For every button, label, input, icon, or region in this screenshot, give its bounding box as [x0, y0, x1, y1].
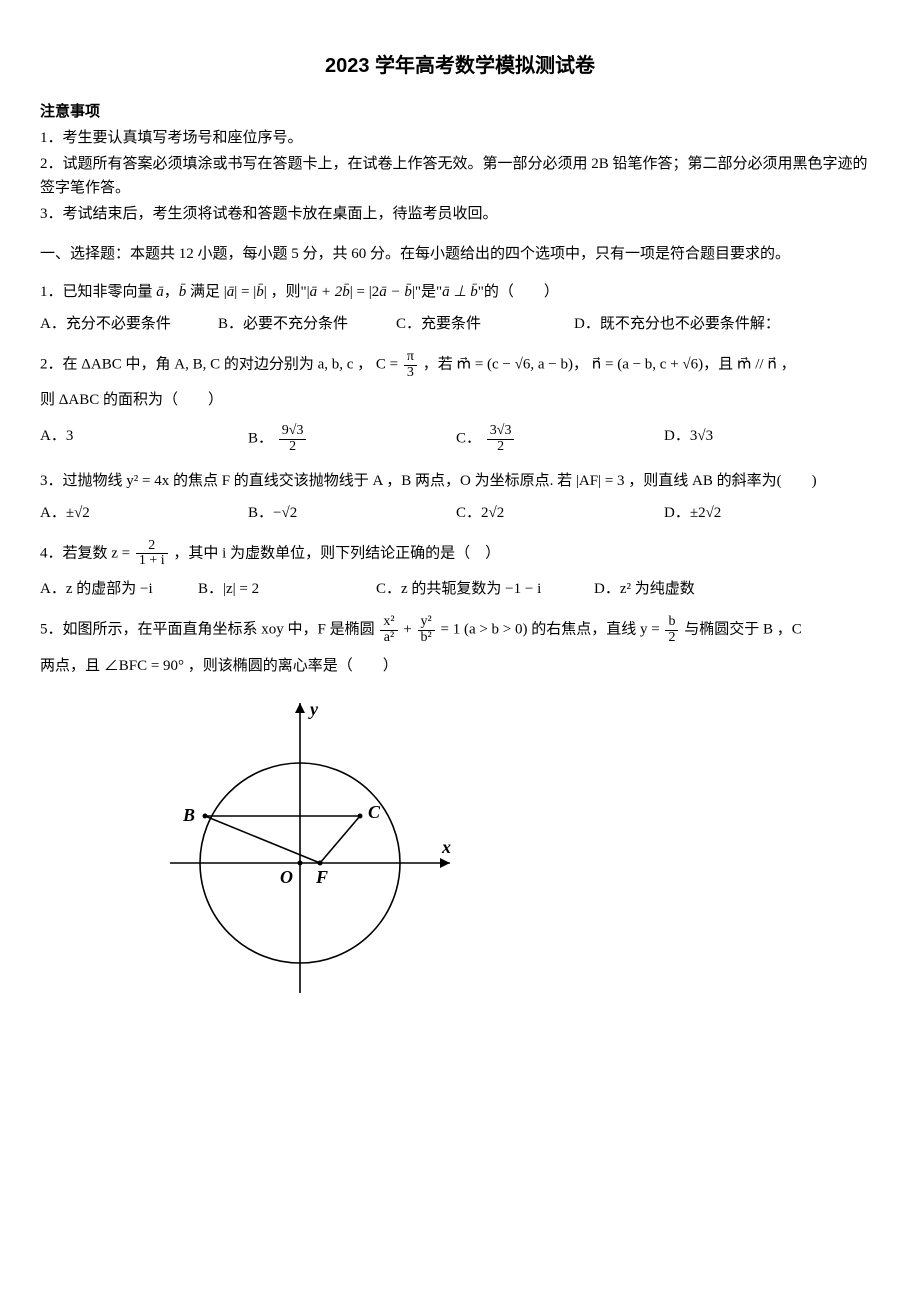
svg-text:F: F	[315, 867, 328, 887]
q2-frac-pi3: π 3	[404, 350, 417, 380]
q4-post: ，其中 i 为虚数单位，则下列结论正确的是（ ）	[173, 545, 500, 561]
q2-c-label: C．	[456, 431, 481, 447]
q4-num: 2	[136, 539, 168, 555]
q2-opt-d: D．3√3	[664, 424, 864, 454]
q1-t3: | = |	[234, 284, 256, 300]
svg-text:O: O	[280, 867, 293, 887]
q2-pi3-den: 3	[404, 366, 417, 381]
question-2: 2．在 ΔABC 中，角 A, B, C 的对边分别为 a, b, c ， C …	[40, 350, 880, 380]
q5-mid2: 与椭圆交于 B ，C	[684, 622, 802, 638]
question-1: 1．已知非零向量 ā，b̄ 满足 |ā| = |b̄| ，则"|ā + 2…	[40, 280, 880, 304]
q3-opt-b: B．−√2	[248, 501, 448, 525]
q2-line1-mid: ，若 m⃗ = (c − √6, a − b)， n⃗ = (a − b, c …	[423, 357, 796, 373]
q2-b-frac: 9√3 2	[279, 424, 307, 454]
q4-opt-d: D．z² 为纯虚数	[594, 577, 764, 601]
q5-t2-den: b²	[418, 631, 435, 646]
q5-mid1: = 1 (a > b > 0) 的右焦点，直线 y =	[440, 622, 663, 638]
q3-options: A．±√2 B．−√2 C．2√2 D．±2√2	[40, 501, 880, 525]
q4-frac: 2 1 + i	[136, 539, 168, 569]
q2-b-num: 9√3	[279, 424, 307, 440]
question-3: 3．过抛物线 y² = 4x 的焦点 F 的直线交该抛物线于 A ，B 两点，O…	[40, 469, 880, 493]
q2-pi3-num: π	[404, 350, 417, 366]
q2-opt-a: A．3	[40, 424, 240, 454]
notice-3: 3．考试结束后，考生须将试卷和答题卡放在桌面上，待监考员收回。	[40, 202, 880, 226]
q1-vec-b-4: b̄	[404, 284, 412, 300]
q3-opt-a: A．±√2	[40, 501, 240, 525]
q1-t5: | = |2	[350, 284, 379, 300]
q5-frac1: x² a²	[380, 615, 397, 645]
q1-opt-a: A．充分不必要条件	[40, 312, 210, 336]
q4-den: 1 + i	[136, 554, 168, 569]
q2-a-val: 3	[66, 428, 74, 444]
q5-frac2: y² b²	[418, 615, 435, 645]
svg-text:x: x	[441, 837, 451, 857]
q2-a-label: A．	[40, 428, 66, 444]
q3-opt-c: C．2√2	[456, 501, 656, 525]
q2-line1-pre: 2．在 ΔABC 中，角 A, B, C 的对边分别为 a, b, c ， C …	[40, 357, 402, 373]
q1-vec-b-3: b̄	[342, 284, 350, 300]
q2-d-label: D．	[664, 428, 690, 444]
ellipse-diagram: y x B C O F	[160, 688, 460, 1008]
question-4: 4．若复数 z = 2 1 + i ，其中 i 为虚数单位，则下列结论正确的是（…	[40, 539, 880, 569]
q1-vec-a-1: ā	[156, 284, 164, 300]
q4-pre: 4．若复数 z =	[40, 545, 134, 561]
q2-opt-c: C． 3√3 2	[456, 424, 656, 454]
page-title: 2023 学年高考数学模拟测试卷	[40, 50, 880, 82]
q5-plus: +	[403, 622, 415, 638]
q1-minus: −	[387, 284, 405, 300]
q1-sep-1: ，	[164, 284, 179, 300]
q1-vec-a-4: ā	[379, 284, 387, 300]
q5-frac-b2: b 2	[665, 615, 678, 645]
q1-vec-b-2: b̄	[256, 284, 264, 300]
notice-1: 1．考生要认真填写考场号和座位序号。	[40, 126, 880, 150]
q5-pre: 5．如图所示，在平面直角坐标系 xoy 中，F 是椭圆	[40, 622, 378, 638]
q2-line2: 则 ΔABC 的面积为（ ）	[40, 388, 880, 412]
question-5: 5．如图所示，在平面直角坐标系 xoy 中，F 是椭圆 x² a² + y² b…	[40, 615, 880, 645]
q5-half-num: b	[665, 615, 678, 631]
q4-opt-b: B．|z| = 2	[198, 577, 368, 601]
q2-d-val: 3√3	[690, 428, 713, 444]
q1-t2: 满足 |	[186, 284, 227, 300]
q2-c-num: 3√3	[487, 424, 515, 440]
q2-options: A．3 B． 9√3 2 C． 3√3 2 D．3√3	[40, 424, 880, 454]
q1-opt-b: B．必要不充分条件	[218, 312, 388, 336]
q4-opt-c: C．z 的共轭复数为 −1 − i	[376, 577, 586, 601]
q1-perp: ⊥	[450, 284, 471, 300]
q1-t4: | ，则"|	[264, 284, 310, 300]
q1-opt-c: C．充要条件	[396, 312, 566, 336]
q2-c-den: 2	[487, 440, 515, 455]
q1-vec-b-5: b̄	[470, 284, 478, 300]
notice-heading: 注意事项	[40, 100, 880, 124]
q1-t7: "的（ ）	[478, 284, 559, 300]
q1-opt-d: D．既不充分也不必要条件解：	[574, 312, 834, 336]
q2-c-frac: 3√3 2	[487, 424, 515, 454]
notice-2: 2．试题所有答案必须填涂或书写在答题卡上，在试卷上作答无效。第一部分必须用 2B…	[40, 152, 880, 200]
svg-text:B: B	[182, 805, 195, 825]
svg-text:y: y	[308, 699, 319, 719]
q5-half-den: 2	[665, 631, 678, 646]
q4-options: A．z 的虚部为 −i B．|z| = 2 C．z 的共轭复数为 −1 − i …	[40, 577, 880, 601]
q4-opt-a: A．z 的虚部为 −i	[40, 577, 190, 601]
q2-b-label: B．	[248, 431, 273, 447]
q1-vec-a-5: ā	[442, 284, 450, 300]
q3-opt-d: D．±2√2	[664, 501, 864, 525]
q1-options: A．充分不必要条件 B．必要不充分条件 C．充要条件 D．既不充分也不必要条件解…	[40, 312, 880, 336]
q1-text-pre: 1．已知非零向量	[40, 284, 156, 300]
q2-opt-b: B． 9√3 2	[248, 424, 448, 454]
q5-t2-num: y²	[418, 615, 435, 631]
q5-line2: 两点，且 ∠BFC = 90° ，则该椭圆的离心率是（ ）	[40, 654, 880, 678]
q1-plus2b: + 2	[317, 284, 342, 300]
q5-t1-num: x²	[380, 615, 397, 631]
q5-figure: y x B C O F	[160, 688, 880, 1016]
q5-t1-den: a²	[380, 631, 397, 646]
svg-text:C: C	[368, 802, 381, 822]
q2-b-den: 2	[279, 440, 307, 455]
q1-t6: |"是"	[412, 284, 442, 300]
section-a-heading: 一、选择题：本题共 12 小题，每小题 5 分，共 60 分。在每小题给出的四个…	[40, 242, 880, 266]
